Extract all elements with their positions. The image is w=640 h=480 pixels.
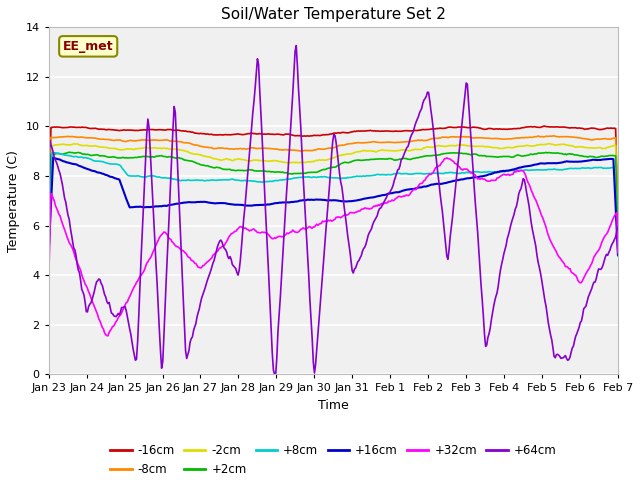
-8cm: [602, 136, 609, 142]
+8cm: [48, 150, 56, 156]
+2cm: [65, 149, 73, 155]
+16cm: [614, 252, 622, 258]
-2cm: [602, 145, 609, 151]
Y-axis label: Temperature (C): Temperature (C): [7, 150, 20, 252]
-8cm: [511, 135, 519, 141]
+2cm: [45, 240, 52, 246]
+32cm: [320, 219, 328, 225]
Text: EE_met: EE_met: [63, 40, 113, 53]
-16cm: [319, 132, 326, 138]
+32cm: [603, 231, 611, 237]
+8cm: [385, 172, 392, 178]
+16cm: [45, 251, 52, 256]
+16cm: [320, 197, 328, 203]
Line: +2cm: +2cm: [49, 152, 618, 243]
+32cm: [104, 333, 112, 339]
+16cm: [49, 155, 57, 160]
-16cm: [353, 128, 360, 134]
+2cm: [513, 153, 520, 158]
-2cm: [319, 157, 326, 163]
-2cm: [546, 141, 554, 146]
-8cm: [550, 133, 558, 139]
+16cm: [513, 166, 520, 171]
Line: +8cm: +8cm: [49, 153, 618, 256]
+32cm: [614, 250, 622, 255]
+64cm: [514, 198, 522, 204]
+64cm: [386, 190, 394, 195]
-2cm: [614, 234, 622, 240]
+64cm: [603, 252, 611, 257]
-2cm: [353, 149, 360, 155]
-8cm: [45, 229, 52, 235]
-8cm: [315, 146, 323, 152]
Line: -16cm: -16cm: [49, 126, 618, 227]
-16cm: [602, 126, 609, 132]
+8cm: [614, 253, 622, 259]
+8cm: [354, 173, 362, 179]
+8cm: [602, 165, 609, 171]
X-axis label: Time: Time: [318, 399, 349, 412]
+2cm: [320, 167, 328, 172]
Line: -8cm: -8cm: [49, 136, 618, 232]
-16cm: [383, 128, 391, 134]
+2cm: [385, 156, 392, 161]
+8cm: [320, 174, 328, 180]
-2cm: [315, 157, 323, 163]
+64cm: [355, 258, 363, 264]
-8cm: [614, 229, 622, 235]
+32cm: [385, 198, 392, 204]
+32cm: [514, 168, 522, 173]
+2cm: [354, 157, 362, 163]
+64cm: [321, 242, 328, 248]
+32cm: [45, 281, 52, 287]
-2cm: [511, 144, 519, 150]
+8cm: [513, 168, 520, 173]
-16cm: [315, 132, 323, 138]
-8cm: [319, 146, 326, 152]
+32cm: [354, 208, 362, 214]
Legend: -16cm, -8cm, -2cm, +2cm, +8cm, +16cm, +32cm, +64cm: -16cm, -8cm, -2cm, +2cm, +8cm, +16cm, +3…: [106, 439, 561, 480]
+64cm: [45, 252, 52, 258]
-16cm: [511, 126, 519, 132]
+8cm: [316, 174, 324, 180]
-16cm: [614, 224, 622, 230]
-8cm: [353, 140, 360, 146]
-16cm: [540, 123, 548, 129]
+64cm: [292, 43, 300, 48]
Title: Soil/Water Temperature Set 2: Soil/Water Temperature Set 2: [221, 7, 445, 22]
-16cm: [45, 223, 52, 229]
+16cm: [602, 156, 609, 162]
+2cm: [614, 240, 622, 246]
Line: +16cm: +16cm: [49, 157, 618, 255]
+32cm: [316, 221, 324, 227]
+16cm: [385, 191, 392, 196]
+8cm: [45, 244, 52, 250]
+16cm: [354, 197, 362, 203]
Line: -2cm: -2cm: [49, 144, 618, 237]
+2cm: [602, 154, 609, 159]
+64cm: [614, 225, 622, 230]
-2cm: [383, 148, 391, 154]
-2cm: [45, 234, 52, 240]
+2cm: [316, 168, 324, 174]
+16cm: [316, 197, 324, 203]
-8cm: [383, 139, 391, 145]
+64cm: [271, 372, 278, 377]
Line: +32cm: +32cm: [49, 158, 618, 336]
+32cm: [443, 155, 451, 161]
+64cm: [317, 289, 325, 295]
Line: +64cm: +64cm: [49, 46, 618, 374]
